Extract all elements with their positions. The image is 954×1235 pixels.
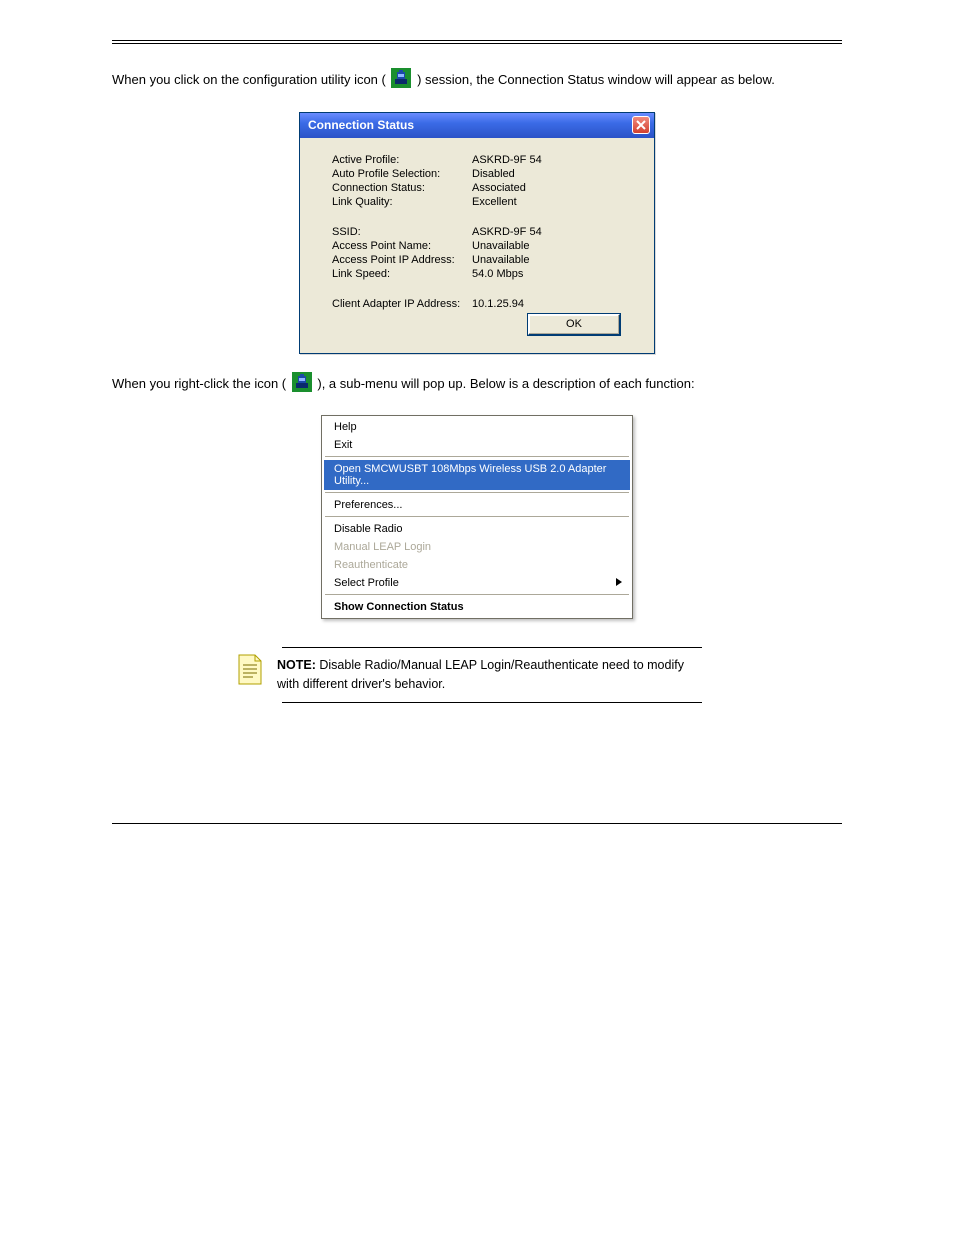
note-body: Disable Radio/Manual LEAP Login/Reauthen…: [277, 658, 684, 691]
top-double-rule: [112, 40, 842, 44]
dialog-body: Active Profile: ASKRD-9F 54 Auto Profile…: [300, 138, 654, 353]
label-auto-profile: Auto Profile Selection:: [332, 168, 472, 180]
value-auto-profile: Disabled: [472, 168, 632, 180]
note-label: NOTE:: [277, 658, 316, 672]
menu-disable-radio[interactable]: Disable Radio: [324, 520, 630, 538]
value-ap-name: Unavailable: [472, 240, 632, 252]
label-client-ip: Client Adapter IP Address:: [332, 298, 472, 310]
intro-paragraph: When you click on the configuration util…: [112, 68, 842, 94]
mid-text-after: ), a sub-menu will pop up. Below is a de…: [317, 376, 694, 391]
label-link-speed: Link Speed:: [332, 268, 472, 280]
menu-reauthenticate: Reauthenticate: [324, 556, 630, 574]
note-icon: [237, 654, 263, 686]
label-ap-ip: Access Point IP Address:: [332, 254, 472, 266]
connection-status-dialog: Connection Status Active Profile: ASKRD-…: [299, 112, 655, 354]
label-ssid: SSID:: [332, 226, 472, 238]
tray-context-menu: Help Exit Open SMCWUSBT 108Mbps Wireless…: [321, 415, 633, 619]
note-text: NOTE: Disable Radio/Manual LEAP Login/Re…: [277, 656, 707, 694]
menu-show-status[interactable]: Show Connection Status: [324, 598, 630, 616]
menu-separator: [325, 594, 629, 596]
note-top-rule: [282, 647, 702, 648]
menu-separator: [325, 492, 629, 494]
value-ssid: ASKRD-9F 54: [472, 226, 632, 238]
mid-text-before: When you right-click the icon (: [112, 376, 286, 391]
submenu-arrow-icon: [616, 577, 622, 589]
menu-select-profile-label: Select Profile: [334, 577, 399, 589]
menu-separator: [325, 516, 629, 518]
dialog-titlebar: Connection Status: [300, 113, 654, 138]
bottom-rule: [112, 823, 842, 824]
note-block: NOTE: Disable Radio/Manual LEAP Login/Re…: [237, 656, 842, 694]
menu-help[interactable]: Help: [324, 418, 630, 436]
dialog-title: Connection Status: [308, 118, 414, 132]
menu-open-utility[interactable]: Open SMCWUSBT 108Mbps Wireless USB 2.0 A…: [324, 460, 630, 490]
value-ap-ip: Unavailable: [472, 254, 632, 266]
mid-paragraph: When you right-click the icon ( ), a sub…: [112, 372, 842, 398]
intro-text-after: ) session, the Connection Status window …: [417, 72, 775, 87]
label-link-quality: Link Quality:: [332, 196, 472, 208]
label-active-profile: Active Profile:: [332, 154, 472, 166]
value-active-profile: ASKRD-9F 54: [472, 154, 632, 166]
menu-preferences[interactable]: Preferences...: [324, 496, 630, 514]
value-conn-status: Associated: [472, 182, 632, 194]
intro-text-before: When you click on the configuration util…: [112, 72, 386, 87]
tray-icon: [292, 372, 312, 398]
menu-manual-leap: Manual LEAP Login: [324, 538, 630, 556]
note-bottom-rule: [282, 702, 702, 703]
value-link-quality: Excellent: [472, 196, 632, 208]
tray-icon: [391, 68, 411, 94]
label-ap-name: Access Point Name:: [332, 240, 472, 252]
close-icon[interactable]: [632, 116, 650, 134]
value-link-speed: 54.0 Mbps: [472, 268, 632, 280]
label-conn-status: Connection Status:: [332, 182, 472, 194]
ok-button[interactable]: OK: [528, 314, 620, 335]
value-client-ip: 10.1.25.94: [472, 298, 632, 310]
menu-select-profile[interactable]: Select Profile: [324, 574, 630, 592]
menu-separator: [325, 456, 629, 458]
menu-exit[interactable]: Exit: [324, 436, 630, 454]
